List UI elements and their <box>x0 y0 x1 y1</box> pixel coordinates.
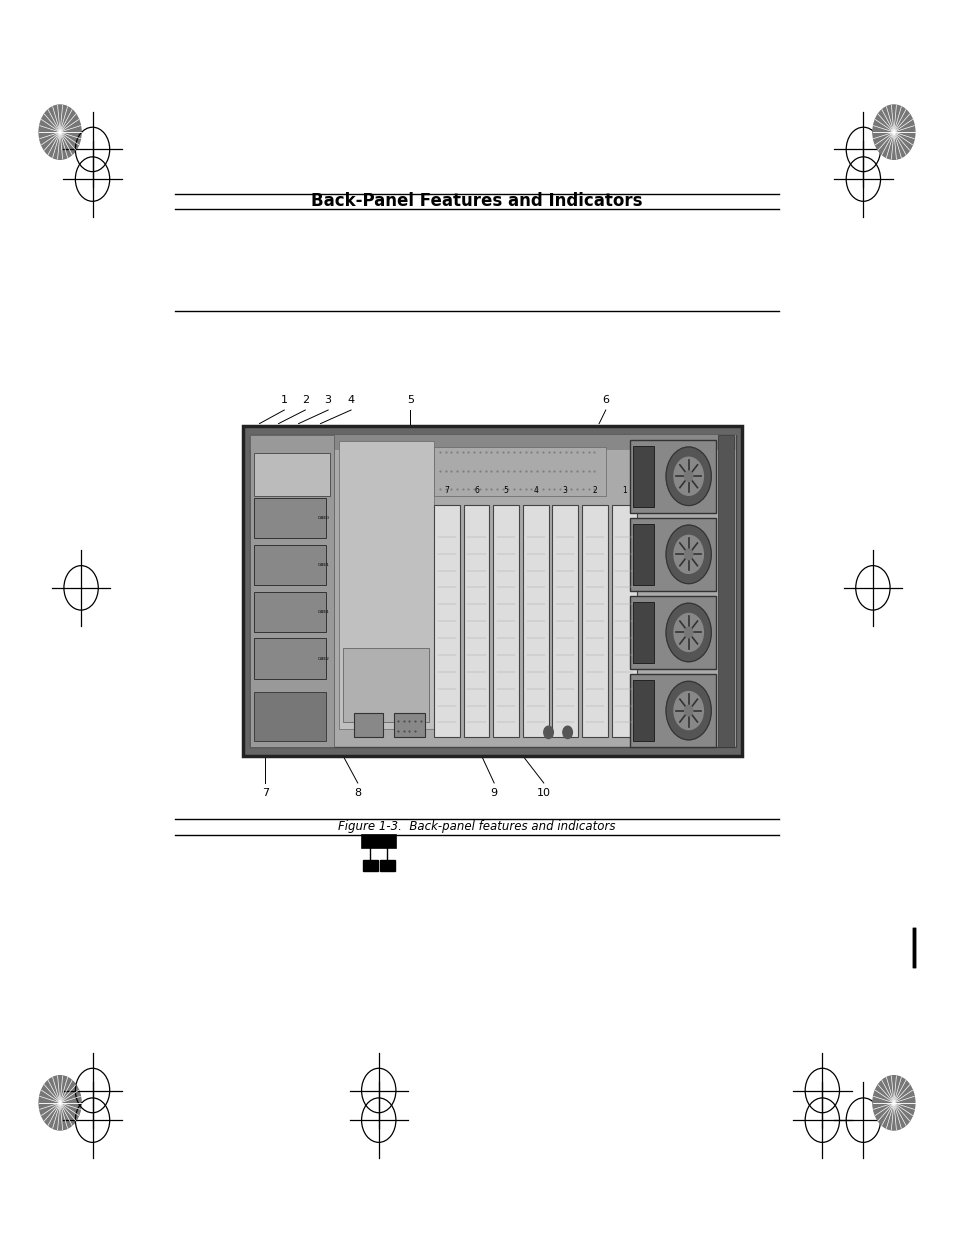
Text: 3: 3 <box>324 395 332 405</box>
Bar <box>338 441 434 729</box>
Bar <box>718 435 733 747</box>
Bar <box>611 505 637 737</box>
Text: 9: 9 <box>490 788 497 798</box>
Bar <box>250 435 334 747</box>
Circle shape <box>39 1076 81 1130</box>
Bar <box>361 835 395 848</box>
Bar <box>493 505 518 737</box>
Circle shape <box>665 603 711 662</box>
Text: 3: 3 <box>562 485 567 495</box>
Bar <box>632 524 654 585</box>
Text: 4: 4 <box>533 485 537 495</box>
Text: GBE1: GBE1 <box>317 563 329 567</box>
Circle shape <box>684 550 692 559</box>
Circle shape <box>684 705 692 716</box>
Bar <box>629 595 716 669</box>
Bar <box>463 505 489 737</box>
Text: Back-Panel Features and Indicators: Back-Panel Features and Indicators <box>311 193 642 210</box>
Bar <box>522 505 548 737</box>
Bar <box>629 440 716 513</box>
Text: GBE2: GBE2 <box>317 657 329 661</box>
Bar <box>581 505 607 737</box>
Bar <box>632 601 654 663</box>
Bar <box>629 674 716 747</box>
Bar <box>253 545 326 585</box>
Bar <box>253 453 330 496</box>
Bar <box>343 648 429 722</box>
FancyBboxPatch shape <box>243 426 741 756</box>
Circle shape <box>673 535 702 573</box>
Bar <box>253 592 326 632</box>
Bar <box>632 679 654 741</box>
Bar <box>253 498 326 538</box>
Bar <box>629 517 716 590</box>
Circle shape <box>39 105 81 159</box>
Text: GBE1: GBE1 <box>317 610 329 614</box>
Bar <box>379 860 395 871</box>
Circle shape <box>872 1076 914 1130</box>
FancyBboxPatch shape <box>250 435 735 747</box>
Circle shape <box>684 627 692 637</box>
Text: 7: 7 <box>444 485 449 495</box>
Circle shape <box>872 105 914 159</box>
Circle shape <box>562 726 572 739</box>
Text: 8: 8 <box>354 788 361 798</box>
Circle shape <box>665 682 711 740</box>
Text: 1: 1 <box>621 485 626 495</box>
Text: 2: 2 <box>592 485 597 495</box>
Circle shape <box>684 471 692 482</box>
Circle shape <box>665 525 711 584</box>
Circle shape <box>665 447 711 505</box>
Text: 1: 1 <box>280 395 288 405</box>
Bar <box>394 713 425 737</box>
Bar <box>253 692 326 741</box>
Bar <box>253 638 326 679</box>
Bar <box>632 446 654 508</box>
Bar <box>354 713 382 737</box>
Text: GBE0: GBE0 <box>317 516 329 520</box>
Text: 4: 4 <box>347 395 355 405</box>
Bar <box>362 860 377 871</box>
Circle shape <box>673 614 702 652</box>
Text: 6: 6 <box>601 395 609 405</box>
Bar <box>434 447 605 496</box>
Bar <box>552 505 578 737</box>
Circle shape <box>673 457 702 495</box>
Bar <box>250 435 735 450</box>
Text: 2: 2 <box>301 395 309 405</box>
Text: 10: 10 <box>537 788 550 798</box>
Text: 5: 5 <box>406 395 414 405</box>
Circle shape <box>673 692 702 730</box>
Circle shape <box>543 726 553 739</box>
Text: 7: 7 <box>261 788 269 798</box>
Text: 5: 5 <box>503 485 508 495</box>
Text: 6: 6 <box>474 485 478 495</box>
Text: Figure 1-3.  Back-panel features and indicators: Figure 1-3. Back-panel features and indi… <box>338 820 615 834</box>
Bar <box>434 505 459 737</box>
